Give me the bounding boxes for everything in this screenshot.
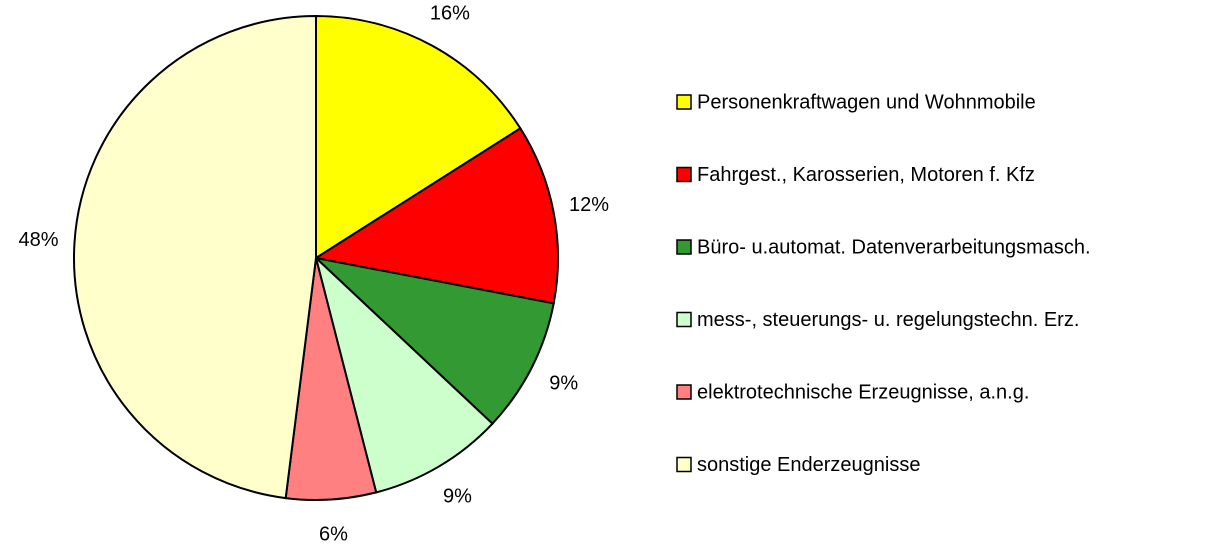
slice-label: 9% bbox=[549, 372, 578, 394]
legend-swatch bbox=[676, 239, 692, 255]
legend-label: Personenkraftwagen und Wohnmobile bbox=[697, 91, 1036, 113]
legend-label: Fahrgest., Karosserien, Motoren f. Kfz bbox=[697, 164, 1035, 186]
legend-swatch bbox=[676, 311, 692, 328]
pie-slice bbox=[315, 14, 522, 260]
pie-slice bbox=[313, 126, 559, 305]
legend-label: sonstige Enderzeugnisse bbox=[697, 454, 920, 476]
slice-label: 12% bbox=[569, 194, 609, 216]
slice-label: 48% bbox=[19, 229, 59, 251]
pie-slice bbox=[312, 256, 555, 426]
pie-slice bbox=[73, 14, 317, 500]
slice-label: 9% bbox=[443, 486, 472, 508]
slice-label: 6% bbox=[319, 524, 348, 544]
legend-label: mess-, steuerungs- u. regelungstechn. Er… bbox=[697, 309, 1079, 331]
slice-label: 16% bbox=[430, 3, 470, 25]
legend-swatch bbox=[676, 94, 692, 110]
legend-label: elektrotechnische Erzeugnisse, a.n.g. bbox=[697, 381, 1029, 403]
legend-label: Büro- u.automat. Datenverarbeitungsmasch… bbox=[697, 236, 1091, 258]
legend-swatch bbox=[676, 384, 692, 400]
legend-swatch bbox=[676, 456, 692, 473]
legend-swatch bbox=[676, 166, 692, 183]
pie-slice bbox=[314, 254, 494, 494]
